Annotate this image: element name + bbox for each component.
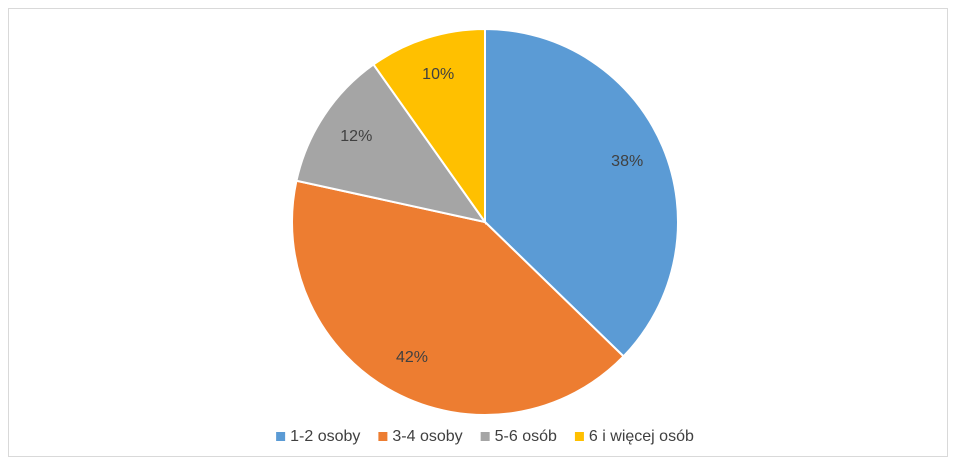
- pie-slice: [372, 27, 486, 226]
- legend-swatch: [276, 432, 286, 441]
- data-label: 38%: [611, 153, 643, 170]
- legend-swatch: [480, 432, 490, 441]
- data-label: 12%: [340, 128, 372, 145]
- legend-label: 3-4 osoby: [392, 428, 462, 445]
- legend-label: 1-2 osoby: [290, 428, 360, 445]
- data-label: 10%: [422, 66, 454, 83]
- legend-label: 5-6 osób: [495, 428, 557, 445]
- pie-slice: [295, 63, 488, 224]
- pie-slice: [291, 179, 625, 416]
- legend-swatch: [378, 432, 388, 441]
- legend-swatch: [574, 432, 584, 441]
- data-label: 42%: [396, 349, 428, 366]
- pie-slice: [484, 27, 679, 358]
- legend-label: 6 i więcej osób: [589, 428, 694, 445]
